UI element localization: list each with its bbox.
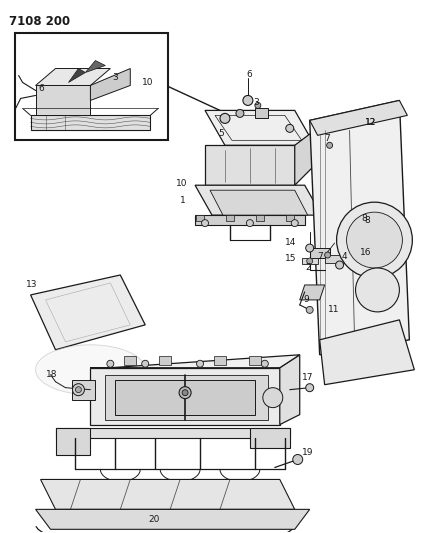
Polygon shape: [226, 215, 234, 221]
Polygon shape: [205, 146, 295, 185]
Circle shape: [306, 306, 313, 313]
Text: 20: 20: [148, 515, 160, 524]
Polygon shape: [302, 258, 318, 264]
Circle shape: [142, 360, 149, 367]
Circle shape: [293, 455, 303, 464]
Polygon shape: [36, 69, 110, 85]
Polygon shape: [56, 427, 290, 438]
Circle shape: [327, 142, 333, 148]
Text: 16: 16: [360, 247, 371, 256]
Text: 13: 13: [26, 280, 37, 289]
Circle shape: [286, 124, 294, 132]
Polygon shape: [115, 379, 255, 415]
Text: 18: 18: [45, 370, 57, 379]
Circle shape: [243, 95, 253, 106]
Polygon shape: [310, 100, 409, 355]
Circle shape: [75, 386, 81, 393]
Text: 17: 17: [302, 373, 313, 382]
Bar: [15, 33, 168, 140]
Text: 12: 12: [365, 118, 376, 127]
Polygon shape: [325, 255, 354, 263]
Polygon shape: [286, 215, 294, 221]
Polygon shape: [41, 480, 295, 510]
Polygon shape: [90, 69, 130, 100]
Circle shape: [263, 387, 283, 408]
Circle shape: [236, 109, 244, 117]
Text: 6: 6: [246, 70, 252, 79]
Polygon shape: [214, 356, 226, 365]
Polygon shape: [72, 379, 95, 400]
Circle shape: [247, 220, 253, 227]
Polygon shape: [320, 320, 414, 385]
Text: 11: 11: [327, 305, 339, 314]
Text: 12: 12: [365, 118, 376, 127]
Text: 8: 8: [362, 214, 367, 223]
Circle shape: [347, 212, 402, 268]
Text: 5: 5: [218, 129, 224, 138]
Text: 2: 2: [306, 263, 311, 272]
Circle shape: [107, 360, 114, 367]
Circle shape: [306, 384, 314, 392]
Circle shape: [262, 360, 268, 367]
Polygon shape: [90, 368, 280, 425]
Circle shape: [202, 220, 208, 227]
Polygon shape: [310, 248, 330, 258]
Circle shape: [306, 244, 314, 252]
Text: 15: 15: [285, 254, 296, 263]
Text: 19: 19: [302, 448, 313, 457]
Polygon shape: [205, 110, 315, 146]
Polygon shape: [195, 185, 322, 215]
Circle shape: [356, 268, 399, 312]
Polygon shape: [30, 116, 150, 131]
Polygon shape: [30, 275, 145, 350]
Polygon shape: [90, 355, 300, 368]
Text: 3: 3: [112, 73, 118, 82]
Polygon shape: [159, 356, 171, 365]
Text: 4: 4: [342, 252, 347, 261]
Polygon shape: [105, 375, 268, 419]
Circle shape: [220, 114, 230, 123]
Text: 14: 14: [285, 238, 296, 247]
Polygon shape: [196, 215, 204, 221]
Circle shape: [325, 252, 330, 258]
Text: 7: 7: [318, 252, 324, 261]
Text: 7: 7: [325, 134, 330, 143]
Text: 10: 10: [176, 179, 187, 188]
Text: 3: 3: [253, 98, 259, 107]
Polygon shape: [36, 85, 90, 116]
Polygon shape: [249, 356, 261, 365]
Polygon shape: [280, 355, 300, 425]
Polygon shape: [56, 427, 90, 455]
Circle shape: [255, 102, 261, 108]
Polygon shape: [36, 345, 145, 394]
Text: 6: 6: [39, 84, 45, 93]
Circle shape: [196, 360, 204, 367]
Circle shape: [307, 258, 313, 264]
Polygon shape: [195, 215, 305, 225]
Text: 10: 10: [142, 78, 154, 87]
Text: 7108 200: 7108 200: [9, 15, 70, 28]
Polygon shape: [124, 356, 136, 365]
Circle shape: [72, 384, 84, 395]
Polygon shape: [210, 190, 308, 215]
Polygon shape: [86, 61, 105, 72]
Text: 9: 9: [304, 295, 309, 304]
Polygon shape: [300, 285, 325, 300]
Polygon shape: [255, 108, 268, 118]
Text: 1: 1: [180, 196, 186, 205]
Polygon shape: [295, 131, 315, 185]
Polygon shape: [250, 427, 290, 448]
Circle shape: [336, 261, 344, 269]
Circle shape: [336, 202, 412, 278]
Circle shape: [182, 390, 188, 395]
Polygon shape: [68, 69, 86, 83]
Circle shape: [291, 220, 298, 227]
Polygon shape: [256, 215, 264, 221]
Polygon shape: [36, 510, 310, 529]
Text: 8: 8: [365, 216, 370, 224]
Polygon shape: [310, 100, 407, 135]
Circle shape: [179, 386, 191, 399]
